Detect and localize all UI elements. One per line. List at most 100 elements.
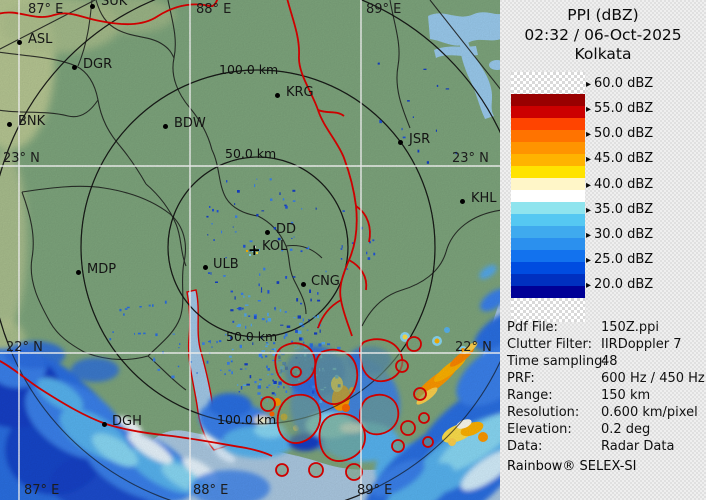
parameter-row: PRF: 600 Hz / 450 Hz (507, 370, 705, 387)
graticule-label: 22° N (6, 340, 43, 355)
product-title: PPI (dBZ) (567, 6, 639, 24)
graticule-label: 23° N (452, 151, 489, 166)
dbz-band (511, 106, 585, 118)
graticule-label: 88° E (193, 483, 229, 498)
station-dot-icon (265, 230, 270, 235)
tick-arrow-icon: ▸ (586, 79, 592, 90)
parameter-value: 150Z.ppi (601, 320, 659, 335)
station-dot-icon (301, 282, 306, 287)
parameter-row: Clutter Filter: IIRDoppler 7 (507, 336, 703, 353)
parameter-value: 48 (601, 354, 618, 369)
tick-arrow-icon: ▸ (586, 179, 592, 191)
dbz-band (511, 118, 585, 130)
dbz-tick-label: ▸ 35.0 dBZ (586, 201, 654, 217)
parameter-value: 150 km (601, 388, 651, 403)
parameter-row: Pdf File: 150Z.ppi (507, 319, 703, 336)
parameter-label: Elevation: (507, 422, 572, 437)
parameter-row: Range: 150 km (507, 387, 703, 404)
dbz-tick-label: ▸ 25.0 dBZ (586, 251, 654, 267)
radar-station-name: Kolkata (574, 45, 632, 63)
station-label: KHL (471, 191, 497, 206)
station-dot-icon (203, 265, 208, 270)
parameter-value: Radar Data (601, 439, 675, 454)
station-label: KRG (286, 85, 314, 100)
scan-datetime: 02:32 / 06-Oct-2025 (524, 25, 682, 44)
dbz-band (511, 274, 585, 286)
dbz-band (511, 286, 585, 298)
range-ring-label: 100.0 km (219, 62, 279, 77)
dbz-tick-label: ▸ 40.0 dBZ (586, 176, 654, 192)
tick-arrow-icon: ▸ (586, 154, 592, 166)
dbz-band (511, 154, 585, 166)
station-label: DGH (112, 414, 142, 429)
station-label: BNK (18, 114, 46, 129)
tick-arrow-icon: ▸ (586, 254, 592, 266)
graticule-label: 23° N (3, 151, 40, 166)
dbz-band (511, 72, 585, 94)
station-dot-icon (17, 40, 22, 45)
range-ring-label: 50.0 km (226, 329, 278, 344)
parameter-label: Time sampling: (507, 354, 607, 369)
station-dot-icon (72, 65, 77, 70)
station-label: ASL (28, 32, 53, 47)
radar-map-graphics (0, 0, 500, 500)
dbz-band (511, 142, 585, 154)
dbz-tick-label: ▸ 60.0 dBZ (586, 76, 654, 91)
parameter-label: Data: (507, 439, 543, 454)
station-label: DGR (83, 57, 113, 72)
parameter-label: Clutter Filter: (507, 337, 592, 352)
station-dot-icon (398, 140, 403, 145)
parameter-label: Resolution: (507, 405, 580, 420)
dbz-tick-label: ▸ 50.0 dBZ (586, 126, 654, 142)
station-label: BDW (174, 116, 206, 131)
dbz-tick-label: ▸ 20.0 dBZ (586, 277, 654, 292)
radar-site-marker-icon: + (248, 241, 261, 259)
station-label: CNG (311, 274, 340, 289)
tick-arrow-icon: ▸ (586, 280, 592, 291)
dither-texture (0, 0, 500, 500)
parameter-row: Time sampling: 48 (507, 353, 703, 370)
station-label: ULB (213, 257, 239, 272)
station-dot-icon (7, 122, 12, 127)
station-dot-icon (102, 422, 107, 427)
parameter-label: Pdf File: (507, 320, 558, 335)
range-ring-label: 50.0 km (225, 146, 277, 161)
station-dot-icon (90, 4, 95, 9)
tick-arrow-icon: ▸ (586, 204, 592, 216)
graticule-label: 89° E (366, 2, 402, 17)
parameter-row: Data: Radar Data (507, 438, 703, 455)
parameter-value: 0.600 km/pixel (601, 405, 698, 420)
dbz-band (511, 226, 585, 238)
dbz-band (511, 202, 585, 214)
scan-parameters: Pdf File: 150Z.ppi Clutter Filter: IIRDoppl… (507, 319, 705, 455)
dbz-band (511, 298, 585, 322)
tick-arrow-icon: ▸ (586, 229, 592, 241)
dbz-tick-label: ▸ 45.0 dBZ (586, 151, 654, 167)
dbz-color-scale (511, 72, 585, 322)
station-dot-icon (76, 270, 81, 275)
station-dot-icon (460, 199, 465, 204)
dbz-band (511, 262, 585, 274)
range-ring-label: 100.0 km (217, 412, 277, 427)
dbz-band (511, 178, 585, 190)
dbz-band (511, 166, 585, 178)
station-dot-icon (163, 124, 168, 129)
parameter-row: Elevation: 0.2 deg (507, 421, 703, 438)
dbz-band (511, 238, 585, 250)
graticule-label: 89° E (357, 483, 393, 498)
graticule-label: 87° E (24, 483, 60, 498)
radar-map: 87° E 88° E 89° E 87° E 88° E 89° E 23° N 23° N… (0, 0, 500, 500)
station-label: KOL (262, 239, 288, 254)
parameter-value: 600 Hz / 450 Hz (601, 371, 705, 386)
dbz-band (511, 130, 585, 142)
dbz-band (511, 214, 585, 226)
station-label: JSR (409, 132, 431, 147)
dbz-band (511, 250, 585, 262)
tick-arrow-icon: ▸ (586, 104, 592, 116)
dbz-tick-label: ▸ 55.0 dBZ (586, 101, 654, 117)
graticule-label: 87° E (28, 2, 64, 17)
parameter-value: IIRDoppler 7 (601, 337, 682, 352)
station-dot-icon (275, 93, 280, 98)
graticule-label: 22° N (455, 340, 492, 355)
